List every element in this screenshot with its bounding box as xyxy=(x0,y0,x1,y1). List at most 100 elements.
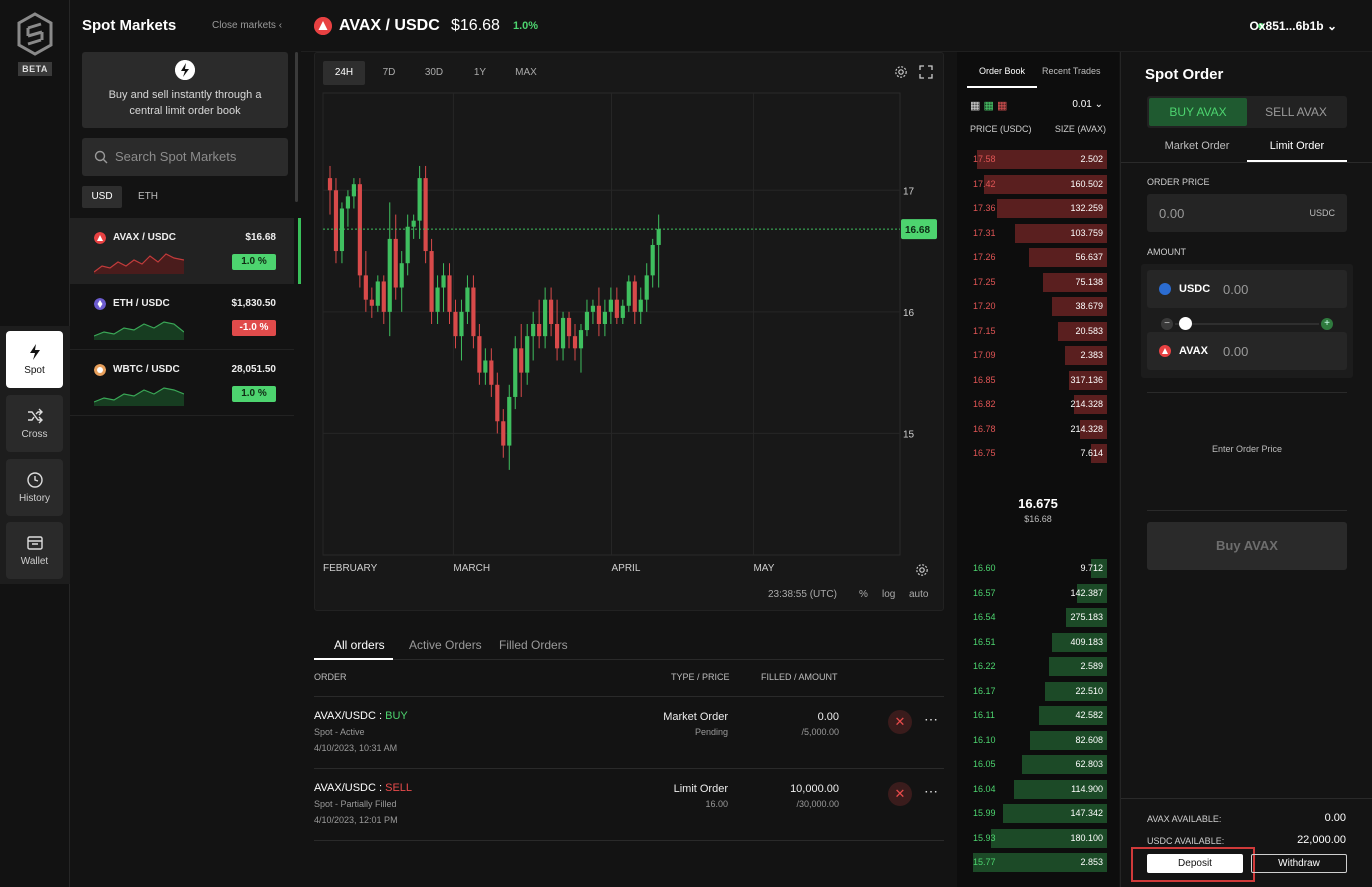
bid-level[interactable]: 16.04 114.900 xyxy=(970,779,1107,799)
order-amount: /5,000.00 xyxy=(801,727,839,737)
tab-recent-trades[interactable]: Recent Trades xyxy=(1042,66,1101,76)
bid-level[interactable]: 15.99 147.342 xyxy=(970,803,1107,823)
ask-level[interactable]: 17.26 56.637 xyxy=(970,247,1107,267)
view-bids-icon[interactable]: ▦ xyxy=(983,100,994,112)
ask-level[interactable]: 17.36 132.259 xyxy=(970,198,1107,218)
ask-level[interactable]: 16.85 317.136 xyxy=(970,370,1107,390)
nav-spot[interactable]: Spot xyxy=(6,331,63,388)
cancel-order-button[interactable]: ✕ xyxy=(888,710,912,734)
usdc-amount-input[interactable]: USDC 0.00 xyxy=(1147,270,1347,308)
bid-level[interactable]: 16.54 275.183 xyxy=(970,607,1107,627)
view-asks-icon[interactable]: ▦ xyxy=(996,100,1008,112)
bid-level[interactable]: 15.93 180.100 xyxy=(970,828,1107,848)
chart-settings-icon[interactable] xyxy=(915,563,929,577)
buy-avax-button[interactable]: Buy AVAX xyxy=(1147,522,1347,570)
tab-active-orders[interactable]: Active Orders xyxy=(409,638,482,652)
more-options-icon[interactable]: ⋯ xyxy=(924,711,939,727)
bid-level[interactable]: 16.10 82.608 xyxy=(970,730,1107,750)
tf-7d[interactable]: 7D xyxy=(382,67,396,78)
tf-max[interactable]: MAX xyxy=(515,67,537,78)
tab-filled-orders[interactable]: Filled Orders xyxy=(499,638,568,652)
ask-level[interactable]: 17.20 38.679 xyxy=(970,296,1107,316)
bid-level[interactable]: 16.05 62.803 xyxy=(970,754,1107,774)
bid-level[interactable]: 16.11 42.582 xyxy=(970,705,1107,725)
ask-level[interactable]: 17.31 103.759 xyxy=(970,223,1107,243)
withdraw-button[interactable]: Withdraw xyxy=(1251,854,1347,873)
ask-level[interactable]: 17.09 2.383 xyxy=(970,345,1107,365)
more-options-icon[interactable]: ⋯ xyxy=(924,783,939,799)
minus-icon[interactable]: − xyxy=(1161,318,1173,330)
level-price: 17.20 xyxy=(973,301,996,311)
sell-tab[interactable]: SELL AVAX xyxy=(1265,105,1327,119)
market-row-wbtc[interactable]: WBTC / USDC 28,051.50 1.0 % xyxy=(70,350,294,416)
ask-level[interactable]: 17.25 75.138 xyxy=(970,272,1107,292)
buy-tab[interactable]: BUY AVAX xyxy=(1149,98,1247,126)
candle-body xyxy=(411,220,416,227)
ask-level[interactable]: 17.42 160.502 xyxy=(970,174,1107,194)
amount-slider[interactable]: − + xyxy=(1161,317,1333,330)
market-row-eth[interactable]: ETH / USDC $1,830.50 -1.0 % xyxy=(70,284,294,350)
nav-history[interactable]: History xyxy=(6,459,63,516)
close-markets-link[interactable]: Close markets ‹ xyxy=(212,20,282,31)
slider-handle[interactable] xyxy=(1179,317,1192,330)
order-row[interactable]: AVAX/USDC : BUY Spot - Active 4/10/2023,… xyxy=(314,697,944,769)
avax-amount-input[interactable]: AVAX 0.00 xyxy=(1147,332,1347,370)
bid-level[interactable]: 16.51 409.183 xyxy=(970,632,1107,652)
order-row[interactable]: AVAX/USDC : SELL Spot - Partially Filled… xyxy=(314,769,944,841)
cancel-order-button[interactable]: ✕ xyxy=(888,782,912,806)
tab-eth[interactable]: ETH xyxy=(138,191,158,202)
bid-level[interactable]: 16.60 9.712 xyxy=(970,558,1107,578)
market-row-avax[interactable]: AVAX / USDC $16.68 1.0 % xyxy=(70,218,301,284)
ask-level[interactable]: 16.75 7.614 xyxy=(970,443,1107,463)
candlestick-plot[interactable]: 17 16 15 FEBRUARY MARCH APRIL MAY 16.68 xyxy=(315,53,945,612)
tick-size-select[interactable]: 0.01 ⌄ xyxy=(1072,99,1103,110)
level-size: 214.328 xyxy=(1070,399,1103,409)
nav-wallet[interactable]: Wallet xyxy=(6,522,63,579)
tab-all-orders[interactable]: All orders xyxy=(334,638,385,652)
ask-level[interactable]: 17.15 20.583 xyxy=(970,321,1107,341)
gear-icon[interactable] xyxy=(894,65,908,79)
mid-price-usd: $16.68 xyxy=(1024,514,1052,524)
left-rail: BETA Spot Cross History Wallet xyxy=(0,0,70,887)
y-tick-label: 16 xyxy=(903,308,915,319)
tab-order-book[interactable]: Order Book xyxy=(979,66,1026,76)
candle-body xyxy=(638,299,643,312)
last-price-tag xyxy=(901,219,937,240)
search-input[interactable]: Search Spot Markets xyxy=(82,138,288,176)
candle-body xyxy=(435,287,440,312)
candle-body xyxy=(531,324,536,337)
deposit-button[interactable]: Deposit xyxy=(1147,854,1243,873)
order-price-input[interactable]: 0.00 USDC xyxy=(1147,194,1347,232)
nav-cross[interactable]: Cross xyxy=(6,395,63,452)
tf-1y[interactable]: 1Y xyxy=(473,67,487,78)
tf-30d[interactable]: 30D xyxy=(424,67,444,78)
level-size: 82.608 xyxy=(1075,734,1103,745)
tab-limit-order[interactable]: Limit Order xyxy=(1247,140,1347,162)
view-both-icon[interactable]: ▦ xyxy=(970,100,981,112)
col-filled-amount: FILLED / AMOUNT xyxy=(761,672,838,682)
ask-level[interactable]: 17.58 2.502 xyxy=(970,149,1107,169)
plus-icon[interactable]: + xyxy=(1321,318,1333,330)
level-price: 16.54 xyxy=(973,612,996,622)
tab-market-order[interactable]: Market Order xyxy=(1164,140,1230,152)
x-tick-label: APRIL xyxy=(612,563,641,574)
fullscreen-icon[interactable] xyxy=(919,65,933,79)
ask-level[interactable]: 16.82 214.328 xyxy=(970,394,1107,414)
level-size: 42.582 xyxy=(1075,710,1103,720)
bid-level[interactable]: 16.22 2.589 xyxy=(970,656,1107,676)
auto-toggle[interactable]: auto xyxy=(909,589,929,600)
markets-scrollbar[interactable] xyxy=(295,52,298,202)
bid-level[interactable]: 16.57 142.387 xyxy=(970,583,1107,603)
level-price: 17.15 xyxy=(973,325,996,336)
bid-level[interactable]: 15.77 2.853 xyxy=(970,852,1107,872)
ask-level[interactable]: 16.78 214.328 xyxy=(970,419,1107,439)
log-toggle[interactable]: log xyxy=(882,589,896,600)
tab-usd[interactable]: USD xyxy=(82,186,122,208)
amount-label: AMOUNT xyxy=(1147,247,1186,257)
bid-level[interactable]: 16.17 22.510 xyxy=(970,681,1107,701)
level-size: 38.679 xyxy=(1075,301,1103,311)
tf-24h[interactable]: 24H xyxy=(323,61,365,85)
pct-toggle[interactable]: % xyxy=(859,589,868,600)
wallet-address[interactable]: Ox851...6b1b ⌄ xyxy=(1250,19,1337,33)
